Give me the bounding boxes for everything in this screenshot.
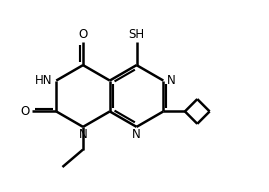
Text: HN: HN: [35, 74, 52, 87]
Text: O: O: [20, 105, 30, 118]
Text: N: N: [132, 128, 141, 141]
Text: SH: SH: [129, 28, 145, 41]
Text: O: O: [78, 28, 88, 41]
Text: N: N: [79, 128, 87, 141]
Text: N: N: [167, 74, 176, 87]
